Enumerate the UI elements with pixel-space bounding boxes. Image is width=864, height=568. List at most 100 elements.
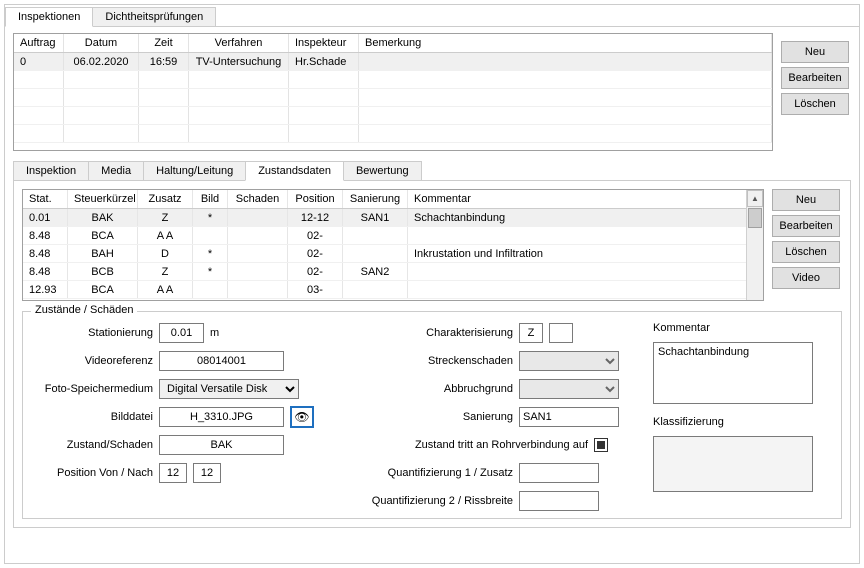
col-steuer[interactable]: Steuerkürzel xyxy=(68,190,138,208)
quant1-input[interactable] xyxy=(519,463,599,483)
tab-inspektionen[interactable]: Inspektionen xyxy=(5,7,93,27)
col-stat[interactable]: Stat. xyxy=(23,190,68,208)
sub-button-column: Neu Bearbeiten Löschen Video xyxy=(772,189,840,301)
label-rohrverbindung: Zustand tritt an Rohrverbindung auf xyxy=(363,439,588,451)
sub-top-area: Stat. Steuerkürzel Zusatz Bild Schaden P… xyxy=(22,189,842,301)
col-zusatz[interactable]: Zusatz xyxy=(138,190,193,208)
label-sanierung: Sanierung xyxy=(363,411,513,423)
table-row[interactable] xyxy=(14,125,772,143)
col-bild[interactable]: Bild xyxy=(193,190,228,208)
rohrverbindung-checkbox[interactable] xyxy=(594,438,608,452)
videoreferenz-input[interactable] xyxy=(159,351,284,371)
scroll-up-icon[interactable]: ▲ xyxy=(747,190,763,207)
label-zustand: Zustand/Schaden xyxy=(33,439,153,451)
bilddatei-input[interactable] xyxy=(159,407,284,427)
col-position[interactable]: Position xyxy=(288,190,343,208)
col-bemerkung[interactable]: Bemerkung xyxy=(359,34,772,52)
scroll-thumb[interactable] xyxy=(748,208,762,228)
label-position: Position Von / Nach xyxy=(33,467,153,479)
sub-loeschen-button[interactable]: Löschen xyxy=(772,241,840,263)
label-klassifizierung: Klassifizierung xyxy=(653,416,823,428)
quant2-input[interactable] xyxy=(519,491,599,511)
tab-haltung[interactable]: Haltung/Leitung xyxy=(143,161,246,180)
pos-von-input[interactable] xyxy=(159,463,187,483)
scrollbar[interactable]: ▲ xyxy=(746,190,763,300)
bearbeiten-button[interactable]: Bearbeiten xyxy=(781,67,849,89)
form-col-2: Charakterisierung Streckenschaden Abbruc… xyxy=(363,322,633,512)
table-row[interactable]: 8.48BAHD*02-Inkrustation und Infiltratio… xyxy=(23,245,763,263)
tab-inspektion[interactable]: Inspektion xyxy=(13,161,89,180)
table-row[interactable] xyxy=(14,89,772,107)
streckenschaden-select[interactable] xyxy=(519,351,619,371)
label-quant2: Quantifizierung 2 / Rissbreite xyxy=(363,495,513,507)
table-row[interactable] xyxy=(14,107,772,125)
tab-bewertung[interactable]: Bewertung xyxy=(343,161,422,180)
sub-bearbeiten-button[interactable]: Bearbeiten xyxy=(772,215,840,237)
eye-icon: 👁 xyxy=(294,410,309,424)
col-sanierung[interactable]: Sanierung xyxy=(343,190,408,208)
inspection-grid[interactable]: Auftrag Datum Zeit Verfahren Inspekteur … xyxy=(13,33,773,151)
inspection-grid-header: Auftrag Datum Zeit Verfahren Inspekteur … xyxy=(14,34,772,53)
sub-neu-button[interactable]: Neu xyxy=(772,189,840,211)
zustand-grid[interactable]: Stat. Steuerkürzel Zusatz Bild Schaden P… xyxy=(22,189,764,301)
char2-input[interactable] xyxy=(549,323,573,343)
col-datum[interactable]: Datum xyxy=(64,34,139,52)
zustaende-fieldset: Zustände / Schäden Stationierung m Video… xyxy=(22,311,842,519)
table-row[interactable] xyxy=(14,71,772,89)
label-bilddatei: Bilddatei xyxy=(33,411,153,423)
loeschen-button[interactable]: Löschen xyxy=(781,93,849,115)
main-panel: Inspektionen Dichtheitsprüfungen Auftrag… xyxy=(4,4,860,564)
zustand-grid-wrap: Stat. Steuerkürzel Zusatz Bild Schaden P… xyxy=(22,189,764,301)
label-char: Charakterisierung xyxy=(363,327,513,339)
foto-select[interactable]: Digital Versatile Disk xyxy=(159,379,299,399)
table-row[interactable]: 8.48BCBZ*02-SAN2 xyxy=(23,263,763,281)
col-kommentar[interactable]: Kommentar xyxy=(408,190,763,208)
col-inspekteur[interactable]: Inspekteur xyxy=(289,34,359,52)
neu-button[interactable]: Neu xyxy=(781,41,849,63)
char1-input[interactable] xyxy=(519,323,543,343)
tab-dichtheitspruefungen[interactable]: Dichtheitsprüfungen xyxy=(92,7,216,26)
col-schaden[interactable]: Schaden xyxy=(228,190,288,208)
view-image-button[interactable]: 👁 xyxy=(290,406,314,428)
inspection-grid-wrap: Auftrag Datum Zeit Verfahren Inspekteur … xyxy=(13,33,773,151)
label-videoreferenz: Videoreferenz xyxy=(33,355,153,367)
tab-media[interactable]: Media xyxy=(88,161,144,180)
abbruchgrund-select[interactable] xyxy=(519,379,619,399)
col-verfahren[interactable]: Verfahren xyxy=(189,34,289,52)
sub-tabs-wrap: Inspektion Media Haltung/Leitung Zustand… xyxy=(13,159,851,528)
col-auftrag[interactable]: Auftrag xyxy=(14,34,64,52)
sub-content: Stat. Steuerkürzel Zusatz Bild Schaden P… xyxy=(13,181,851,528)
sanierung-input[interactable] xyxy=(519,407,619,427)
zustand-grid-body: 0.01BAKZ*12-12SAN1Schachtanbindung8.48BC… xyxy=(23,209,763,299)
label-quant1: Quantifizierung 1 / Zusatz xyxy=(363,467,513,479)
table-row[interactable]: 0 06.02.2020 16:59 TV-Untersuchung Hr.Sc… xyxy=(14,53,772,71)
col-zeit[interactable]: Zeit xyxy=(139,34,189,52)
inspection-grid-body: 0 06.02.2020 16:59 TV-Untersuchung Hr.Sc… xyxy=(14,53,772,143)
form-col-1: Stationierung m Videoreferenz Foto-Speic… xyxy=(33,322,343,512)
label-abbruchgrund: Abbruchgrund xyxy=(363,383,513,395)
zustand-input[interactable] xyxy=(159,435,284,455)
label-stationierung: Stationierung xyxy=(33,327,153,339)
fieldset-legend: Zustände / Schäden xyxy=(31,304,137,316)
unit-m: m xyxy=(210,327,219,339)
pos-nach-input[interactable] xyxy=(193,463,221,483)
zustand-grid-header: Stat. Steuerkürzel Zusatz Bild Schaden P… xyxy=(23,190,763,209)
table-row[interactable]: 0.01BAKZ*12-12SAN1Schachtanbindung xyxy=(23,209,763,227)
label-foto: Foto-Speichermedium xyxy=(33,383,153,395)
klassifizierung-box xyxy=(653,436,813,492)
top-tabs: Inspektionen Dichtheitsprüfungen xyxy=(5,5,859,27)
form-grid: Stationierung m Videoreferenz Foto-Speic… xyxy=(33,322,831,512)
tab-zustandsdaten[interactable]: Zustandsdaten xyxy=(245,161,344,181)
top-area: Auftrag Datum Zeit Verfahren Inspekteur … xyxy=(13,33,851,151)
label-streckenschaden: Streckenschaden xyxy=(363,355,513,367)
table-row[interactable]: 8.48BCAA A02- xyxy=(23,227,763,245)
content-area: Auftrag Datum Zeit Verfahren Inspekteur … xyxy=(5,27,859,534)
kommentar-textarea[interactable]: Schachtanbindung xyxy=(653,342,813,404)
video-button[interactable]: Video xyxy=(772,267,840,289)
top-button-column: Neu Bearbeiten Löschen xyxy=(781,41,849,151)
label-kommentar: Kommentar xyxy=(653,322,823,334)
sub-tabs: Inspektion Media Haltung/Leitung Zustand… xyxy=(13,159,851,181)
stationierung-input[interactable] xyxy=(159,323,204,343)
table-row[interactable]: 12.93BCAA A03- xyxy=(23,281,763,299)
form-col-3: Kommentar Schachtanbindung Klassifizieru… xyxy=(653,322,823,512)
